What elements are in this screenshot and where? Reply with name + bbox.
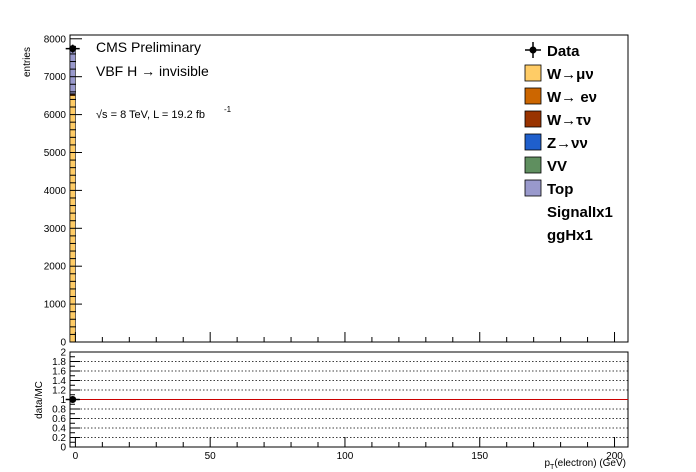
ratio-x-tick-label: 100 [337, 451, 354, 462]
x-label-rest: (electron) (GeV) [554, 458, 626, 469]
legend-extra-0: SignalIx1 [547, 204, 613, 221]
lumi-exponent: -1 [224, 105, 232, 114]
legend-data-label: Data [547, 43, 580, 60]
ratio-y-axis: 00.20.40.60.811.21.41.61.82 [52, 348, 80, 454]
main-y-tick-label: 3000 [44, 224, 67, 235]
ratio-y-tick-label: 0.6 [52, 414, 66, 425]
ratio-y-tick-label: 1 [60, 395, 66, 406]
ratio-x-tick-label: 0 [73, 451, 79, 462]
main-data-points [65, 44, 80, 53]
main-y-tick-label: 6000 [44, 110, 67, 121]
legend-label-4: VV [547, 158, 567, 175]
ratio-y-tick-label: 0.2 [52, 433, 66, 444]
ratio-x-tick-label: 150 [471, 451, 488, 462]
x-label-sub: T [550, 464, 555, 471]
legend-swatch-3 [524, 133, 542, 151]
ratio-y-tick-label: 0.4 [52, 424, 66, 435]
ratio-y-label: data/MC [34, 381, 45, 419]
ratio-y-tick-label: 2 [60, 348, 66, 359]
stack-bar-0 [69, 95, 76, 343]
main-x-axis [74, 332, 616, 342]
legend-extra-1: ggHx1 [547, 227, 593, 244]
process-label: VBF H → invisible [96, 63, 209, 79]
ratio-y-tick-label: 1.4 [52, 376, 66, 387]
legend-label-1: W→ eν [547, 89, 597, 106]
legend-label-0: W→μν [547, 66, 594, 83]
legend-data-marker [529, 46, 537, 54]
legend-swatch-1 [524, 87, 542, 105]
ratio-y-tick-label: 1.6 [52, 367, 66, 378]
ratio-y-tick-label: 1.8 [52, 357, 66, 368]
ratio-point [69, 396, 77, 403]
energy-lumi-label: √s = 8 TeV, L = 19.2 fb [96, 109, 205, 121]
legend-label-5: Top [547, 181, 573, 198]
legend-swatch-2 [524, 110, 542, 128]
legend-label-3: Z→νν [547, 135, 588, 152]
ratio-points [65, 396, 80, 403]
ratio-x-tick-label: 200 [606, 451, 623, 462]
ratio-x-axis: 0 50 100 150 200 [73, 437, 623, 462]
main-frame [69, 34, 629, 343]
legend-swatch-4 [524, 156, 542, 174]
main-y-tick-label: 1000 [44, 300, 67, 311]
legend-swatch-5 [524, 179, 542, 197]
ratio-x-label: pT(electron) (GeV) [544, 458, 626, 471]
ratio-y-tick-label: 0.8 [52, 405, 66, 416]
ratio-x-tick-label: 50 [205, 451, 217, 462]
legend-swatch-0 [524, 64, 542, 82]
main-y-tick-label: 8000 [44, 34, 67, 45]
x-label-p: p [544, 458, 550, 469]
legend: Data W→μν W→ eν W→τν Z→νν VV Top SignalIx1 ggHx1 [524, 42, 613, 244]
main-y-tick-label: 4000 [44, 186, 67, 197]
ratio-y-tick-label: 0 [60, 443, 66, 454]
main-y-label: entries [22, 47, 33, 77]
main-y-tick-label: 2000 [44, 262, 67, 273]
data-point [69, 45, 77, 53]
main-y-tick-label: 0 [60, 338, 66, 349]
main-y-tick-label: 7000 [44, 72, 67, 83]
experiment-label: CMS Preliminary [96, 39, 201, 55]
main-y-tick-label: 5000 [44, 148, 67, 159]
stack-bar-5 [69, 47, 76, 95]
legend-label-2: W→τν [547, 112, 591, 129]
main-y-axis: 0 1000 2000 3000 4000 5000 6000 7000 8000 [44, 34, 82, 349]
ratio-y-tick-label: 1.2 [52, 386, 66, 397]
ratio-grid [70, 361, 628, 438]
